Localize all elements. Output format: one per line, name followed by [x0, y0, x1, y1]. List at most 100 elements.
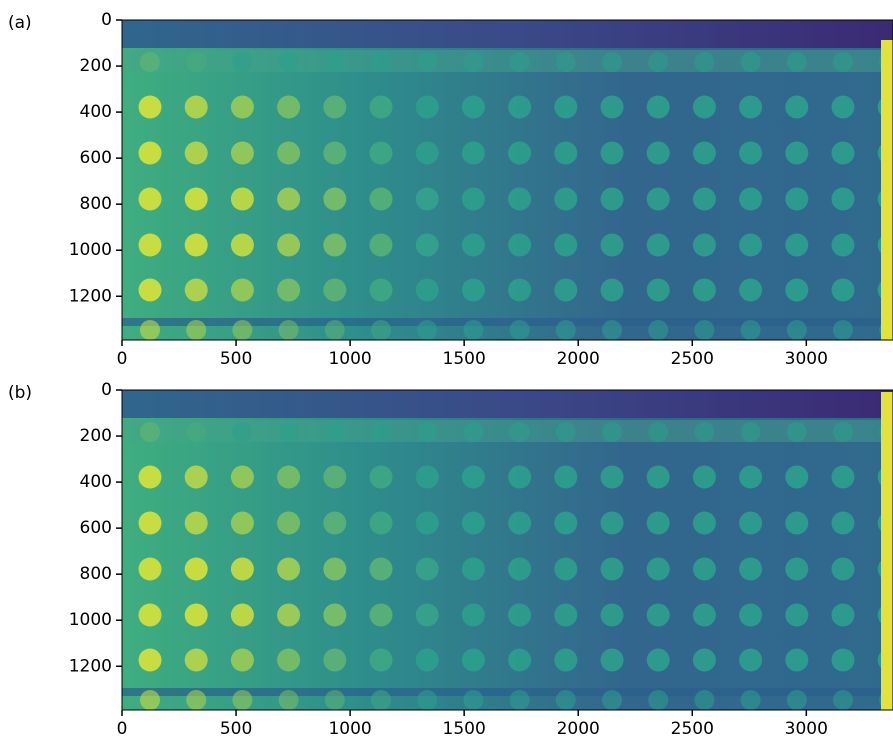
dot [277, 511, 301, 535]
dot [323, 465, 347, 489]
dot [602, 320, 622, 340]
dot [739, 557, 763, 581]
dot [508, 511, 532, 535]
right-strip [881, 392, 893, 710]
dot [461, 603, 485, 627]
dot [831, 465, 855, 489]
dot [184, 511, 208, 535]
dot [324, 320, 345, 340]
dot [323, 603, 347, 627]
dot [554, 465, 578, 489]
y-tick-label: 1200 [69, 656, 112, 676]
dot [324, 52, 345, 72]
dot [415, 648, 439, 672]
dot [415, 233, 439, 257]
dot [508, 141, 532, 165]
dot [323, 511, 347, 535]
x-tick-label: 2500 [671, 719, 714, 739]
dot [138, 278, 162, 302]
dot [554, 95, 578, 119]
dot [184, 648, 208, 672]
dot [786, 422, 807, 442]
dot [831, 233, 855, 257]
y-tick-label: 800 [80, 194, 112, 214]
dot [554, 141, 578, 165]
dot [371, 690, 391, 710]
dot [323, 648, 347, 672]
dot [230, 557, 254, 581]
dot [785, 557, 809, 581]
dot [648, 320, 669, 340]
dot [138, 95, 162, 119]
dot [369, 465, 393, 489]
dot [740, 52, 761, 72]
dot [785, 603, 809, 627]
dot [554, 511, 578, 535]
dot [646, 187, 670, 211]
x-tick-label: 2000 [557, 719, 600, 739]
dot [646, 557, 670, 581]
dot [277, 278, 301, 302]
dot [277, 233, 301, 257]
dot [184, 557, 208, 581]
dot [739, 187, 763, 211]
dot [785, 187, 809, 211]
y-tick-label: 1000 [69, 240, 112, 260]
dot [739, 603, 763, 627]
dot [461, 648, 485, 672]
dot [785, 511, 809, 535]
dot [138, 648, 162, 672]
y-tick-label: 1000 [69, 610, 112, 630]
dot [232, 52, 253, 72]
dot [415, 141, 439, 165]
dot [785, 648, 809, 672]
dot [555, 422, 576, 442]
dot [692, 95, 716, 119]
dot [230, 95, 254, 119]
y-tick-label: 800 [80, 564, 112, 584]
dot [186, 320, 207, 340]
dot [694, 422, 715, 442]
dot [508, 603, 532, 627]
dot [833, 690, 853, 710]
dot [371, 422, 391, 442]
dot [461, 233, 485, 257]
dot [833, 422, 853, 442]
dot [786, 52, 807, 72]
bottom-band [122, 688, 893, 696]
dot [415, 511, 439, 535]
dot [646, 278, 670, 302]
dot [646, 233, 670, 257]
image [122, 20, 893, 340]
dot [554, 603, 578, 627]
dot [369, 187, 393, 211]
dot [785, 465, 809, 489]
dot [138, 603, 162, 627]
dot [692, 141, 716, 165]
dot [785, 95, 809, 119]
dot [509, 52, 530, 72]
panel: (a) 0 500 1000 1500 2000 2500 3000 0 200 400 600 800… [8, 10, 893, 369]
dot [600, 603, 624, 627]
dot [508, 557, 532, 581]
dot [186, 422, 207, 442]
dot [646, 95, 670, 119]
dot [554, 187, 578, 211]
x-tick-label: 500 [220, 349, 252, 369]
dot [646, 141, 670, 165]
dot [461, 278, 485, 302]
dot [230, 603, 254, 627]
dot [739, 278, 763, 302]
dot [739, 95, 763, 119]
dot [692, 557, 716, 581]
dot [140, 422, 160, 442]
dot [138, 557, 162, 581]
panel: (b) 0 500 1000 1500 2000 2500 3000 0 200 400 600 800… [8, 380, 893, 739]
dot [786, 320, 807, 340]
dot [369, 603, 393, 627]
dot [555, 320, 576, 340]
dot [692, 511, 716, 535]
dot [646, 648, 670, 672]
dot [831, 187, 855, 211]
y-tick-label: 400 [80, 472, 112, 492]
